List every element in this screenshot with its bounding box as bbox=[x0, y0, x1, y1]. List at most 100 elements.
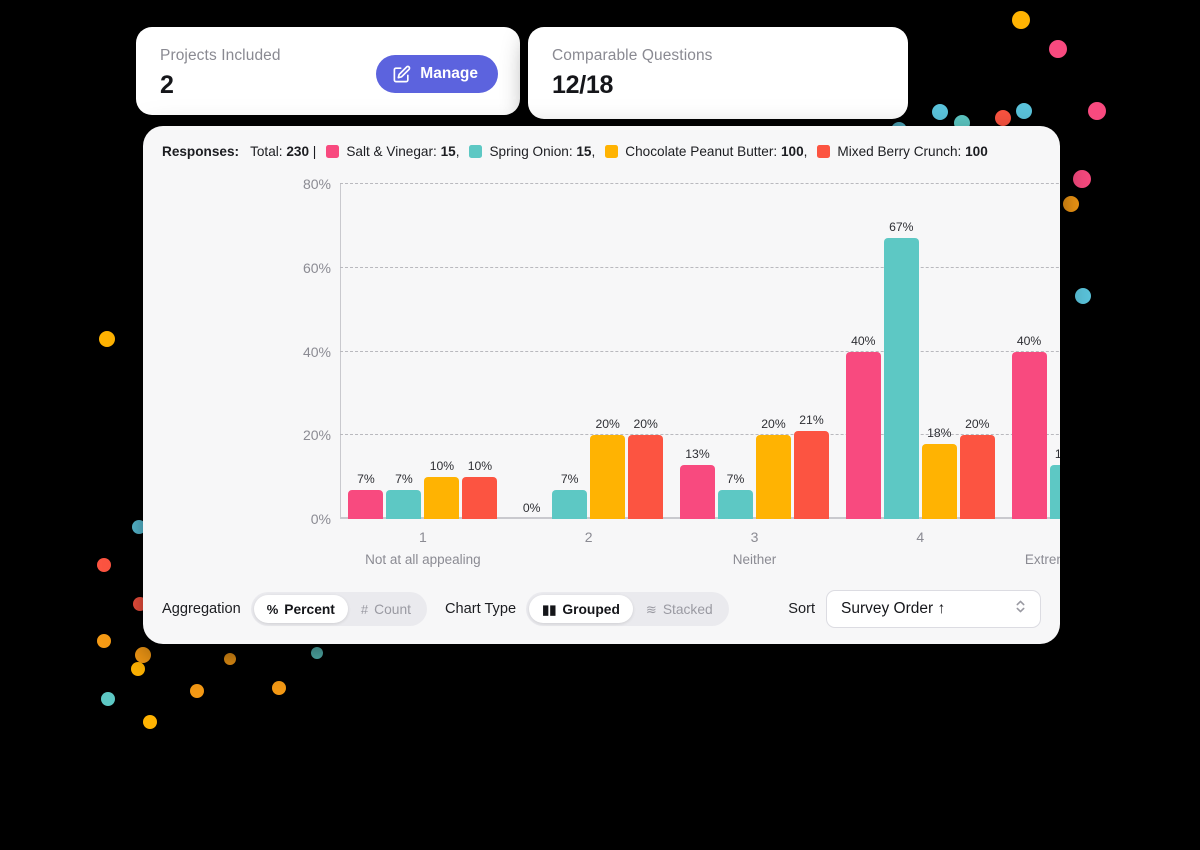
x-axis-caption: Not at all appealing bbox=[365, 552, 481, 567]
aggregation-percent-icon: % bbox=[266, 601, 279, 617]
chart-type-grouped-button[interactable]: ▮▮ Grouped bbox=[529, 595, 633, 623]
decor-dot bbox=[1012, 11, 1030, 29]
bar-value-label: 10% bbox=[467, 459, 493, 474]
legend-items: Salt & Vinegar: 15, Spring Onion: 15, Choc… bbox=[320, 144, 988, 159]
aggregation-percent-button[interactable]: % Percent bbox=[253, 595, 348, 623]
legend-item-label: Spring Onion: 15, bbox=[489, 144, 596, 159]
y-tick-label: 20% bbox=[302, 427, 331, 444]
chevron-updown-icon bbox=[1014, 598, 1027, 620]
bar[interactable] bbox=[755, 435, 791, 519]
bar[interactable] bbox=[1049, 464, 1060, 519]
legend-item-label: Mixed Berry Crunch: 100 bbox=[837, 144, 988, 159]
bar-group: 40%13%32%29%5Extremely appealing bbox=[1003, 184, 1060, 567]
bar[interactable] bbox=[679, 464, 715, 519]
bar-slot[interactable]: 21% bbox=[793, 413, 829, 519]
sort-label: Sort bbox=[788, 601, 815, 617]
comparable-questions-value: 12/18 bbox=[552, 71, 614, 99]
bar-slot[interactable]: 13% bbox=[1049, 447, 1060, 519]
sort-select[interactable]: Survey Order ↑ bbox=[826, 590, 1041, 628]
decor-dot bbox=[1063, 196, 1079, 212]
decor-dot bbox=[1016, 103, 1032, 119]
chart-type-grouped-label: Grouped bbox=[562, 601, 620, 617]
legend-swatch-icon bbox=[605, 145, 619, 158]
aggregation-count-label: Count bbox=[374, 601, 411, 617]
chart-type-label: Chart Type bbox=[444, 601, 517, 617]
legend-item[interactable]: Salt & Vinegar: 15, bbox=[326, 144, 459, 159]
bar-group: 40% 67% 18% 20% 4 bbox=[837, 184, 1003, 545]
bar-value-label: 7% bbox=[395, 471, 413, 486]
chart-type-stacked-icon: ≋ bbox=[645, 601, 657, 617]
legend-item[interactable]: Spring Onion: 15, bbox=[469, 144, 595, 159]
bar[interactable] bbox=[959, 435, 995, 519]
bar-value-label: 18% bbox=[927, 425, 952, 440]
bar[interactable] bbox=[348, 489, 384, 519]
chart-legend: Responses: Total: 230 | Salt & Vinegar: … bbox=[143, 126, 1060, 159]
bar-slot[interactable]: 18% bbox=[921, 426, 957, 519]
decor-dot bbox=[311, 647, 323, 659]
legend-item[interactable]: Chocolate Peanut Butter: 100, bbox=[605, 144, 807, 159]
legend-swatch-icon bbox=[817, 145, 831, 158]
bar[interactable] bbox=[845, 351, 881, 519]
bar[interactable] bbox=[1011, 351, 1047, 519]
bar-slot[interactable]: 67% bbox=[883, 220, 919, 519]
legend-total-value: 230 bbox=[286, 144, 310, 159]
x-tick-label: 3 bbox=[750, 529, 759, 545]
bar[interactable] bbox=[921, 443, 957, 519]
bar-slot[interactable]: 40% bbox=[845, 334, 881, 519]
legend-total: Total: 230 | bbox=[250, 144, 317, 159]
sort-select-value: Survey Order ↑ bbox=[841, 600, 946, 617]
bar-slot[interactable]: 10% bbox=[424, 459, 460, 519]
bar-slot[interactable]: 7% bbox=[717, 472, 753, 519]
bar-slot[interactable]: 13% bbox=[679, 447, 715, 519]
decor-dot bbox=[1088, 102, 1106, 120]
bar-value-label: 20% bbox=[965, 417, 990, 432]
legend-item[interactable]: Mixed Berry Crunch: 100 bbox=[817, 144, 988, 159]
bar[interactable] bbox=[717, 489, 753, 519]
bar[interactable] bbox=[424, 477, 460, 519]
bar-slot[interactable]: 40% bbox=[1011, 334, 1047, 519]
bar-value-label: 21% bbox=[799, 413, 824, 428]
decor-dot bbox=[1075, 288, 1091, 304]
decor-dot bbox=[97, 558, 111, 572]
aggregation-toggle[interactable]: % Percent # Count bbox=[250, 592, 427, 626]
bar-slot[interactable]: 7% bbox=[348, 472, 384, 519]
legend-item-label: Salt & Vinegar: 15, bbox=[346, 144, 460, 159]
bar-slot[interactable]: 10% bbox=[462, 459, 498, 519]
decor-dot bbox=[224, 653, 236, 665]
x-tick-label: 2 bbox=[584, 529, 593, 545]
legend-swatch-icon bbox=[469, 145, 483, 158]
bar-slot[interactable]: 20% bbox=[628, 417, 664, 519]
bar-slot[interactable]: 7% bbox=[552, 472, 588, 519]
chart-type-stacked-button[interactable]: ≋ Stacked bbox=[633, 595, 726, 623]
bar[interactable] bbox=[883, 238, 919, 519]
bar[interactable] bbox=[552, 489, 588, 519]
legend-responses-label: Responses: bbox=[162, 144, 240, 159]
chart-controls: Aggregation % Percent # Count Chart Type ▮▮… bbox=[143, 574, 1060, 644]
bar-value-label: 10% bbox=[429, 459, 455, 474]
bar[interactable] bbox=[462, 477, 498, 519]
bar-value-label: 20% bbox=[633, 417, 658, 432]
bar-slot[interactable]: 20% bbox=[590, 417, 626, 519]
decor-dot bbox=[190, 684, 204, 698]
bar[interactable] bbox=[386, 489, 422, 519]
projects-included-label: Projects Included bbox=[160, 47, 281, 64]
bar[interactable] bbox=[590, 435, 626, 519]
manage-button[interactable]: Manage bbox=[376, 55, 498, 93]
y-tick-label: 80% bbox=[302, 176, 331, 192]
bar-slot[interactable]: 7% bbox=[386, 472, 422, 519]
bar[interactable] bbox=[793, 431, 829, 519]
bar-slot[interactable]: 20% bbox=[959, 417, 995, 519]
y-axis bbox=[340, 184, 342, 519]
bar-slot[interactable]: 20% bbox=[755, 417, 791, 519]
decor-dot bbox=[99, 331, 115, 347]
x-axis-caption: Extremely appealing bbox=[1024, 552, 1060, 567]
bar-group-bars: 40% 67% 18% 20% bbox=[845, 220, 995, 519]
bar-group-bars: 0% 7% 20% 20% bbox=[514, 417, 664, 519]
bar-value-label: 7% bbox=[357, 471, 375, 486]
chart-type-toggle[interactable]: ▮▮ Grouped ≋ Stacked bbox=[526, 592, 729, 626]
aggregation-count-button[interactable]: # Count bbox=[348, 595, 424, 623]
gridline bbox=[340, 434, 1060, 436]
bar[interactable] bbox=[628, 435, 664, 519]
y-tick-label: 40% bbox=[302, 343, 331, 360]
bar-value-label: 40% bbox=[1016, 333, 1042, 348]
